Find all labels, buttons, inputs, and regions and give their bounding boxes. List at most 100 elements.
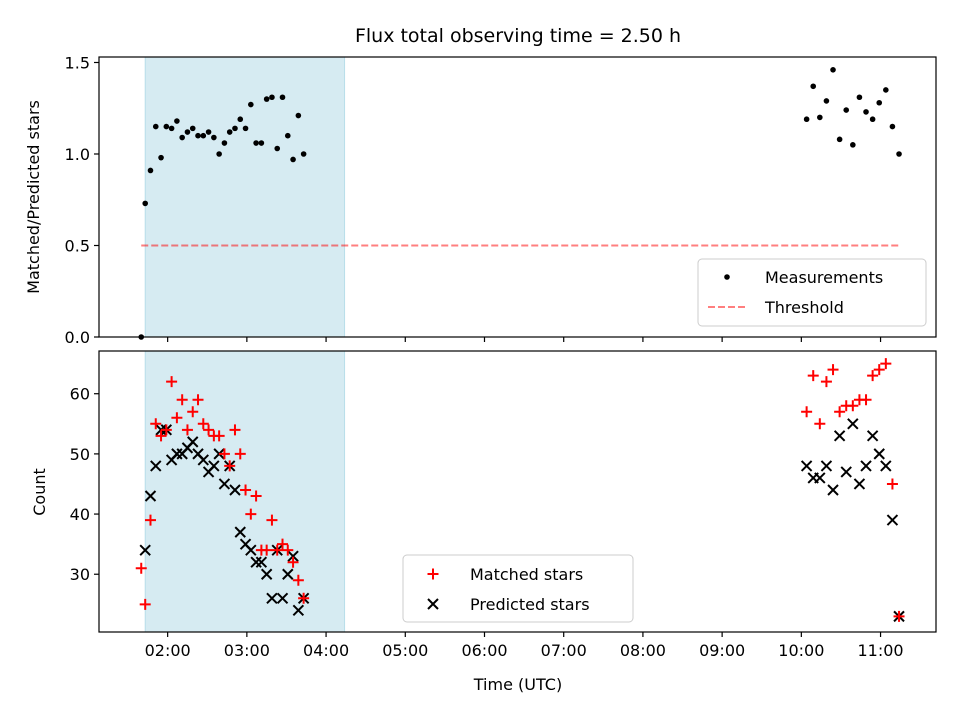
matched-star-point: [218, 448, 230, 460]
matched-star-point: [213, 430, 225, 442]
measurement-point: [850, 142, 856, 148]
matched-star-point: [203, 424, 215, 436]
x-tick-label: 11:00: [857, 641, 903, 660]
bottom-y-tick-label: 60: [70, 385, 90, 404]
matched-star-point: [266, 514, 278, 526]
matched-star-point: [240, 484, 252, 496]
matched-star-point: [827, 364, 839, 376]
measurement-point: [817, 114, 823, 121]
predicted-star-point: [218, 478, 231, 490]
measurement-point: [810, 83, 817, 90]
x-tick-label: 03:00: [224, 641, 270, 660]
x-tick-label: 09:00: [699, 641, 745, 660]
measurement-point: [242, 125, 249, 132]
matched-star-point: [245, 508, 257, 520]
chart-title: Flux total observing time = 2.50 h: [355, 25, 681, 47]
matched-star-point: [160, 424, 172, 436]
measurement-point: [263, 96, 270, 102]
predicted-star-point: [255, 556, 268, 568]
top-y-axis-label: Matched/Predicted stars: [24, 100, 43, 294]
predicted-star-point: [873, 448, 885, 460]
matched-star-point: [277, 538, 289, 550]
predicted-star-point: [853, 478, 866, 490]
matched-star-point: [139, 598, 151, 610]
measurement-point: [830, 67, 836, 73]
legend-matched-marker: [427, 568, 439, 580]
measurement-point: [258, 140, 265, 146]
measurement-point: [836, 136, 843, 143]
predicted-star-point: [880, 460, 892, 472]
legend-matched-label: Matched stars: [470, 565, 583, 584]
measurement-point: [158, 154, 164, 161]
predicted-star-point: [833, 430, 846, 442]
predicted-star-point: [820, 460, 833, 472]
predicted-star-point: [260, 568, 273, 580]
bottom-y-tick-label: 40: [70, 505, 90, 524]
matched-star-point: [250, 490, 262, 502]
matched-star-point: [234, 448, 246, 460]
measurement-point: [290, 156, 296, 163]
measurement-point: [152, 123, 159, 130]
x-tick-label: 10:00: [778, 641, 824, 660]
measurement-point: [253, 140, 259, 146]
measurement-point: [221, 140, 228, 146]
bottom-panel: 30 40 50 60 02:00 03:00 04:00 05:00 06:00 07:00 08…: [70, 350, 937, 660]
measurement-point: [216, 151, 222, 157]
measurement-point: [142, 200, 149, 207]
matched-star-point: [886, 478, 898, 490]
predicted-star-point: [229, 484, 241, 496]
x-tick-label: 06:00: [461, 641, 507, 660]
matched-star-point: [287, 556, 299, 568]
predicted-star-point: [800, 460, 813, 472]
matched-star-point: [150, 418, 162, 430]
matched-star-point: [261, 544, 273, 556]
measurement-point: [856, 94, 863, 101]
measurement-point: [184, 129, 191, 135]
measurement-point: [279, 94, 286, 101]
predicted-star-point: [840, 466, 852, 478]
matched-star-point: [298, 592, 310, 604]
top-highlight-span: [144, 56, 346, 338]
matched-star-point: [873, 364, 885, 376]
top-y-tick-label: 1.0: [65, 145, 90, 164]
matched-star-point: [135, 562, 147, 574]
predicted-star-point: [208, 460, 220, 472]
matched-star-point: [820, 376, 832, 388]
matched-star-point: [860, 394, 872, 406]
matched-star-point: [224, 460, 236, 472]
top-panel: 0.0 0.5 1.0 1.5 Measurements Threshold: [65, 53, 937, 347]
predicted-star-point: [847, 418, 859, 430]
x-tick-label: 07:00: [541, 641, 587, 660]
measurement-point: [226, 129, 233, 135]
matched-star-point: [187, 406, 199, 418]
predicted-star-point: [886, 514, 899, 526]
predicted-star-point: [144, 490, 157, 502]
matched-star-point: [834, 406, 846, 418]
matched-star-point: [144, 514, 156, 526]
x-tick-label: 05:00: [382, 641, 428, 660]
matched-star-point: [807, 370, 819, 382]
predicted-star-point: [292, 604, 305, 617]
matched-star-point: [292, 574, 304, 586]
measurement-point: [237, 116, 244, 123]
measurement-point: [248, 101, 254, 108]
matched-star-point: [801, 406, 813, 418]
predicted-star-point: [282, 568, 294, 580]
matched-star-point: [155, 430, 167, 442]
bottom-axes-frame: [98, 350, 937, 633]
measurement-point: [896, 151, 902, 157]
measurement-point: [284, 132, 291, 139]
measurement-point: [189, 125, 196, 132]
measurement-point: [200, 132, 207, 139]
predicted-star-point: [276, 592, 289, 605]
x-axis-label: Time (UTC): [473, 675, 562, 694]
predicted-star-point: [860, 460, 872, 472]
predicted-star-point: [266, 592, 278, 605]
measurement-point: [232, 125, 238, 132]
matched-star-point: [229, 424, 241, 436]
measurement-point: [300, 151, 307, 157]
matched-star-point: [867, 370, 879, 382]
measurement-point: [863, 109, 869, 115]
predicted-star-point: [827, 484, 839, 496]
